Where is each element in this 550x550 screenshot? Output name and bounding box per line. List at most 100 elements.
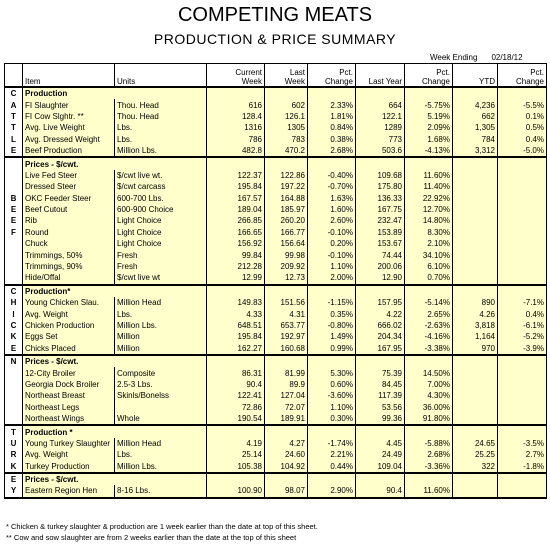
value: 1.10% (307, 260, 356, 273)
cell (452, 471, 498, 486)
item: Trimmings, 50% (22, 249, 115, 261)
section-row: C Production (4, 85, 547, 100)
value: 3,312 (452, 144, 498, 158)
data-row: T FI Cow Slghtr. ** Thou. Head 128.4 126.1 1.… (4, 110, 547, 123)
value: 5.30% (307, 367, 356, 379)
value (452, 272, 498, 285)
section-row: E Prices - $/cwt. (4, 471, 547, 486)
value: 0.30% (307, 412, 356, 426)
item: Beef Production (22, 144, 115, 158)
value: 99.98 (264, 249, 308, 261)
value: 322 (452, 460, 498, 473)
cell (307, 353, 356, 368)
value: 14.50% (404, 367, 453, 379)
cell (206, 424, 265, 438)
cell (307, 156, 356, 170)
value: 0.44% (307, 460, 356, 473)
units: $/cwt live wt. (114, 169, 207, 182)
data-row: T Avg. Live Weight Lbs. 1316 1305 0.84% 1289 2.… (4, 122, 547, 134)
cell (452, 85, 498, 100)
side-letter: U (4, 437, 23, 450)
column-header: Item (22, 63, 115, 88)
cell (264, 353, 308, 368)
value: -2.63% (404, 319, 453, 332)
value: 266.85 (206, 215, 265, 227)
units: Light Choice (114, 215, 207, 227)
side-letter: C (4, 319, 23, 332)
value: 1.49% (307, 331, 356, 343)
value (452, 378, 498, 391)
value: 1.63% (307, 192, 356, 204)
value: 0.4% (497, 133, 547, 145)
value: 53.56 (355, 401, 405, 413)
item: Turkey Production (22, 460, 115, 473)
value: 149.83 (206, 297, 265, 309)
value: 4.33 (206, 308, 265, 320)
value (452, 367, 498, 379)
item: FI Slaughter (22, 99, 115, 111)
value: 3,818 (452, 319, 498, 332)
cell (452, 353, 498, 368)
column-header: Pct. Change (497, 63, 547, 88)
value: 90.4 (206, 378, 265, 391)
cell (452, 424, 498, 438)
value: 153.67 (355, 238, 405, 250)
side-letter: A (4, 99, 23, 111)
value: 12.73 (264, 272, 308, 285)
units: Thou. Head (114, 99, 207, 111)
data-row: B OKC Feeder Steer 600-700 Lbs. 167.57 164.8… (4, 192, 547, 204)
value: 616 (206, 99, 265, 111)
value: 127.04 (264, 390, 308, 402)
cell (497, 353, 547, 368)
value: -5.0% (497, 144, 547, 158)
value: 2.65% (404, 308, 453, 320)
data-row: Y Eastern Region Hen 8-16 Lbs. 100.90 98.07 2… (4, 485, 547, 499)
units: $/cwt carcass (114, 181, 207, 193)
data-row: K Turkey Production Million Lbs. 105.38 104.… (4, 460, 547, 473)
value: -6.1% (497, 319, 547, 332)
cell (206, 156, 265, 170)
value: 209.92 (264, 260, 308, 273)
value: 185.97 (264, 203, 308, 216)
value: 189.04 (206, 203, 265, 216)
value: 117.39 (355, 390, 405, 402)
item: Round (22, 226, 115, 239)
units: 600-700 Lbs. (114, 192, 207, 204)
value: -0.10% (307, 226, 356, 239)
value (497, 401, 547, 413)
value (452, 249, 498, 261)
value: 482.8 (206, 144, 265, 158)
side-letter (4, 169, 23, 182)
value: 200.06 (355, 260, 405, 273)
units: Whole (114, 412, 207, 426)
value: 128.4 (206, 110, 265, 123)
units: 2.5-3 Lbs. (114, 378, 207, 391)
cell (264, 424, 308, 438)
value: 602 (264, 99, 308, 111)
title: COMPETING MEATS (177, 4, 373, 26)
value: 1.81% (307, 110, 356, 123)
value (497, 367, 547, 379)
units: 8-16 Lbs. (114, 485, 207, 499)
item: Northeast Breast (22, 390, 115, 402)
value: -1.74% (307, 437, 356, 450)
value (497, 215, 547, 227)
value: 0.99% (307, 342, 356, 355)
value: 7.00% (404, 378, 453, 391)
value: 86.31 (206, 367, 265, 379)
value: 890 (452, 297, 498, 309)
units: Lbs. (114, 133, 207, 145)
side-letter (4, 367, 23, 379)
value: 104.92 (264, 460, 308, 473)
side-letter: T (4, 122, 23, 134)
value: -3.5% (497, 437, 547, 450)
value: 72.86 (206, 401, 265, 413)
data-row: Northeast Breast Skinls/Bonelss 122.41 127.… (4, 390, 547, 402)
item: Avg. Weight (22, 308, 115, 320)
units: Million Head (114, 437, 207, 450)
side-letter (4, 260, 23, 273)
cell (355, 283, 405, 298)
side-letter: L (4, 133, 23, 145)
data-row: Dressed Steer $/cwt carcass 195.84 197.22 -0… (4, 181, 547, 193)
side-letter: B (4, 192, 23, 204)
